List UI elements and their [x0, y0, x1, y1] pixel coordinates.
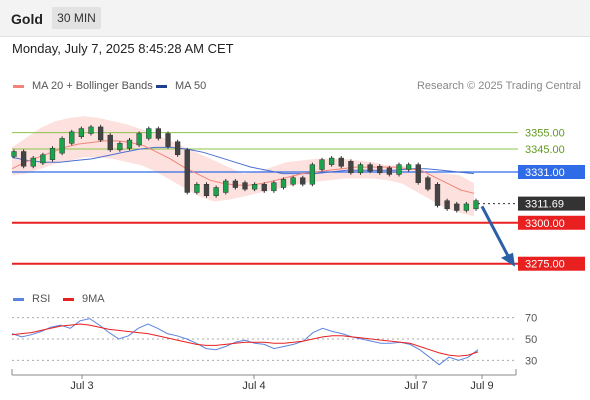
price-bar: [328, 157, 335, 165]
level-label-1: 3345.00: [525, 144, 565, 156]
price-bar: [203, 184, 210, 196]
price-bar: [223, 180, 229, 193]
price-bar: [473, 200, 479, 210]
chart-datetime: Monday, July 7, 2025 8:45:28 AM CET: [12, 41, 234, 56]
price-bar: [271, 182, 277, 192]
price-bar: [40, 154, 46, 164]
rsi-series-1: [11, 323, 479, 357]
level-tag-2: [518, 164, 585, 179]
level-tag-3: [518, 196, 585, 211]
x-tick-label-1: Jul 4: [242, 380, 265, 392]
price-bar: [126, 139, 133, 149]
price-bar: [338, 157, 344, 167]
price-bar: [49, 147, 56, 160]
price-bar: [386, 167, 393, 175]
forecast-arrow-head: [501, 252, 515, 267]
price-bar: [11, 151, 17, 157]
level-label-0: 3355.00: [525, 128, 565, 140]
level-tag-5: [518, 256, 585, 271]
price-bar: [136, 133, 142, 146]
price-bar: [213, 187, 219, 196]
ma9-legend-swatch: [63, 298, 74, 301]
level-label-3: 3311.69: [525, 199, 564, 211]
price-bar: [290, 177, 296, 185]
timeframe-button[interactable]: 30 MIN: [52, 7, 101, 29]
price-bar: [184, 149, 190, 193]
price-bar: [59, 138, 65, 154]
price-bar: [232, 180, 239, 188]
price-bar: [444, 200, 450, 210]
price-bar: [348, 161, 354, 174]
price-bar: [300, 177, 306, 185]
price-bar: [30, 157, 36, 167]
price-bar: [251, 184, 258, 190]
rsi-legend-swatch: [13, 298, 24, 301]
ma50-legend-swatch: [156, 85, 167, 88]
x-tick-label-2: Jul 7: [404, 380, 427, 392]
price-bar: [146, 128, 152, 139]
ma9-legend-label: 9MA: [82, 293, 105, 305]
price-bar: [88, 126, 94, 134]
price-bar: [434, 184, 441, 206]
price-bar: [117, 143, 123, 151]
price-bar: [425, 177, 431, 190]
price-bar: [261, 184, 267, 192]
price-bar: [155, 128, 162, 139]
price-bar: [357, 164, 364, 174]
price-bar: [405, 164, 412, 170]
price-bar: [69, 131, 75, 144]
price-bar: [280, 179, 287, 188]
price-bar: [194, 184, 200, 193]
rsi-tick-2: 30: [525, 355, 537, 367]
price-bar: [377, 166, 383, 174]
level-label-4: 3300.00: [525, 218, 565, 230]
level-label-5: 3275.00: [525, 259, 565, 271]
instrument-name: Gold: [11, 11, 43, 27]
ma20-legend-label: MA 20 + Bollinger Bands: [32, 80, 153, 92]
header-bar: Gold 30 MIN: [0, 0, 590, 37]
forecast-arrow: [480, 205, 512, 261]
price-bar: [174, 141, 181, 156]
price-bar: [454, 203, 460, 211]
price-bar: [242, 182, 248, 190]
price-bar: [97, 126, 104, 141]
ma50-legend-label: MA 50: [175, 80, 207, 92]
ma20-legend-swatch: [13, 85, 24, 88]
price-bar: [165, 133, 171, 147]
level-tag-4: [518, 215, 585, 230]
price-bar: [415, 164, 421, 183]
price-bar: [309, 164, 316, 185]
price-bar: [319, 159, 325, 170]
price-bar: [20, 151, 27, 167]
price-bar: [107, 134, 113, 151]
credit-text: Research © 2025 Trading Central: [416, 80, 581, 92]
price-bar: [78, 128, 85, 138]
x-tick-label-3: Jul 9: [470, 380, 493, 392]
price-bar: [463, 203, 470, 211]
level-label-2: 3331.00: [525, 167, 565, 179]
rsi-tick-1: 50: [525, 334, 537, 346]
rsi-legend-label: RSI: [32, 293, 51, 305]
rsi-tick-0: 70: [525, 313, 537, 325]
x-tick-label-0: Jul 3: [70, 380, 93, 392]
price-bar: [396, 164, 402, 175]
rsi-series-0: [11, 318, 479, 366]
price-bar: [367, 164, 373, 172]
